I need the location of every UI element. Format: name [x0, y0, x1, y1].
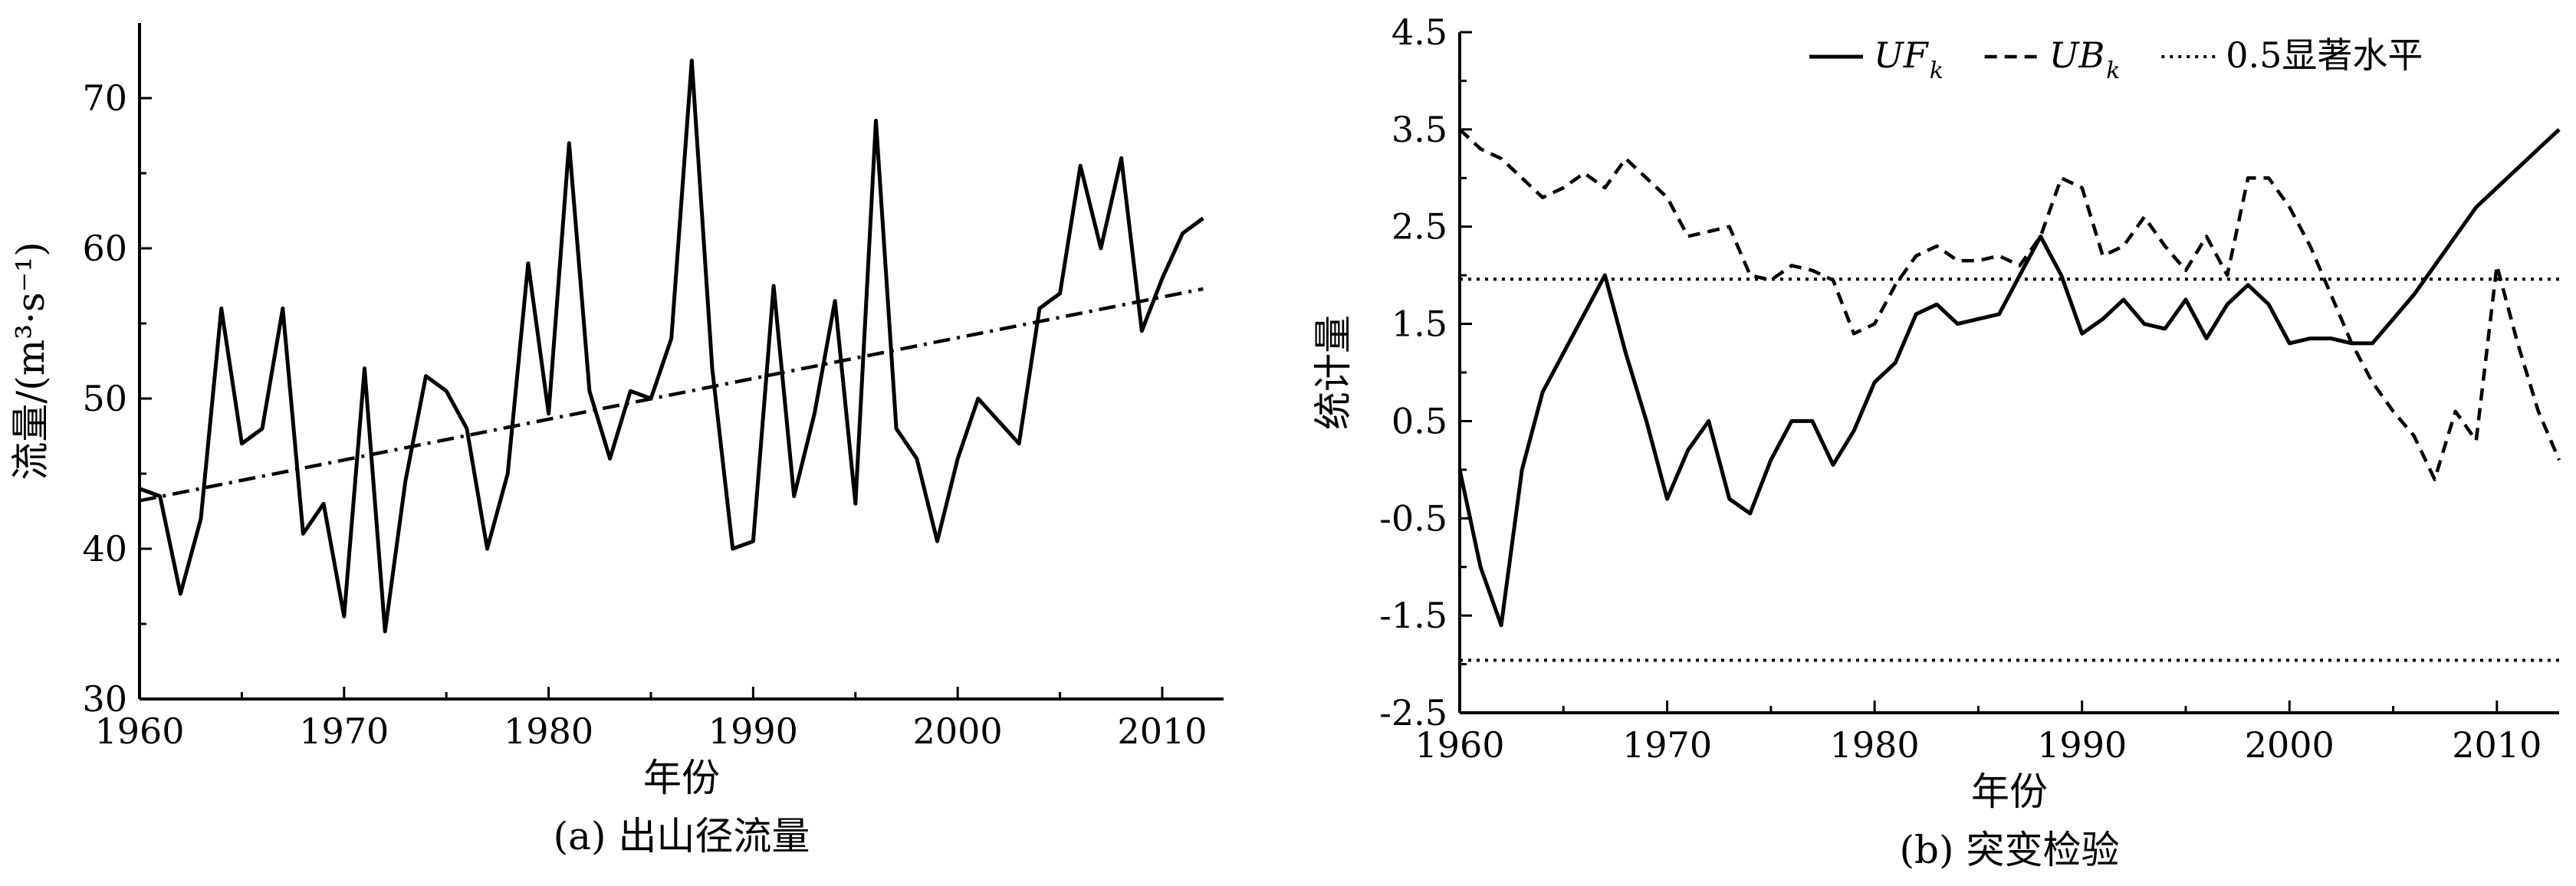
x-tick-label: 2000	[2245, 724, 2334, 766]
x-tick-label: 1960	[94, 710, 184, 752]
x-axis-title: 年份	[1971, 770, 2048, 814]
x-tick-label: 1960	[1414, 724, 1504, 766]
x-axis-title: 年份	[643, 756, 720, 800]
figure-caption: (b) 突变检验	[1900, 828, 2120, 872]
y-tick-label: 50	[82, 378, 127, 419]
legend-item: UB k	[1984, 34, 2120, 84]
legend-label-subscript: k	[1930, 57, 1944, 84]
series-line-UF	[1457, 128, 2561, 628]
y-tick-label: -0.5	[1379, 497, 1447, 539]
legend-item: 0.5显著水平	[2161, 34, 2423, 76]
y-tick-label: 2.5	[1392, 206, 1447, 248]
y-tick-label: 4.5	[1392, 11, 1447, 53]
y-tick-label: 40	[82, 528, 127, 569]
y-tick-label: 70	[82, 77, 127, 119]
legend-label: UF	[1874, 34, 1930, 76]
x-tick-label: 2000	[913, 710, 1003, 752]
y-axis-title: 统计量	[1311, 315, 1355, 430]
x-tick-label: 1990	[708, 710, 798, 752]
x-tick-label: 1980	[1830, 724, 1920, 766]
y-tick-label: 0.5	[1392, 400, 1447, 441]
figure-caption: (a) 出山径流量	[554, 814, 810, 858]
x-tick-label: 1990	[2037, 724, 2127, 766]
series-line-trend	[139, 287, 1204, 503]
legend: UF k UB k 0.5显著水平	[1809, 34, 2423, 84]
legend-label: UB	[2049, 34, 2105, 76]
y-axis-title: 流量/(m³·s⁻¹)	[8, 241, 53, 480]
y-tick-label: 30	[82, 678, 127, 720]
legend-label: 0.5显著水平	[2226, 34, 2423, 76]
chart-mutation-test: 1960 1970 1980 1990 2000 2010 -2.5 -1.5 -0.5 0.5 1…	[1311, 11, 2561, 872]
series-line-flow	[139, 58, 1204, 634]
legend-label-subscript: k	[2106, 57, 2120, 84]
x-tick-label: 1970	[299, 710, 389, 752]
legend-item: UF k	[1809, 34, 1944, 84]
x-tick-label: 2010	[1117, 710, 1207, 752]
series-line-UB	[1458, 128, 2561, 481]
y-tick-label: 60	[82, 228, 127, 269]
y-tick-label: 3.5	[1392, 109, 1447, 150]
x-tick-label: 2010	[2452, 724, 2542, 766]
y-tick-label: 1.5	[1392, 304, 1447, 345]
y-tick-label: -2.5	[1379, 692, 1447, 733]
x-tick-label: 1970	[1622, 724, 1712, 766]
x-tick-label: 1980	[504, 710, 593, 752]
y-tick-label: -1.5	[1379, 595, 1447, 636]
chart-flow: 1960 1970 1980 1990 2000 2010 30 40 50 60 70 年份 流量/(…	[8, 23, 1224, 858]
